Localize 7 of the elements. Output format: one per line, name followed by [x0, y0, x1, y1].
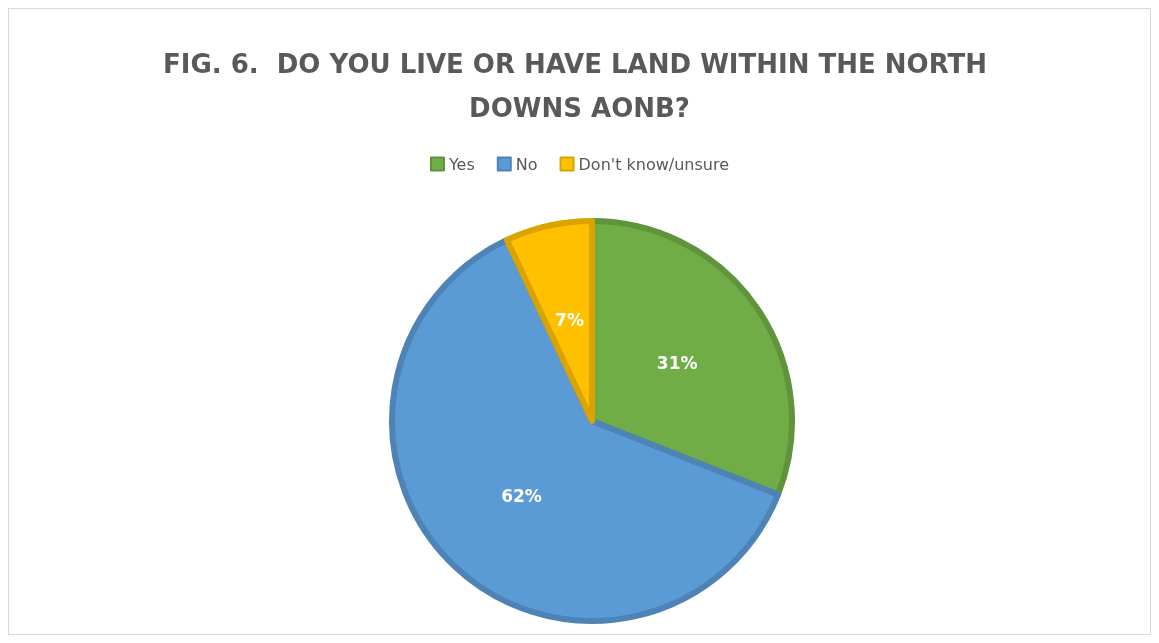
- data-label: 62%: [501, 486, 542, 507]
- legend-label: Yes: [447, 154, 475, 174]
- data-label: 31%: [656, 353, 698, 374]
- legend-label: Don't know/unsure: [578, 154, 730, 174]
- data-label: 7%: [555, 310, 584, 331]
- chart-title: FIG. 6. DO YOU LIVE OR HAVE LAND WITHIN THE NORTH DOWNS AONB?: [162, 49, 997, 123]
- legend-label: No: [515, 154, 538, 174]
